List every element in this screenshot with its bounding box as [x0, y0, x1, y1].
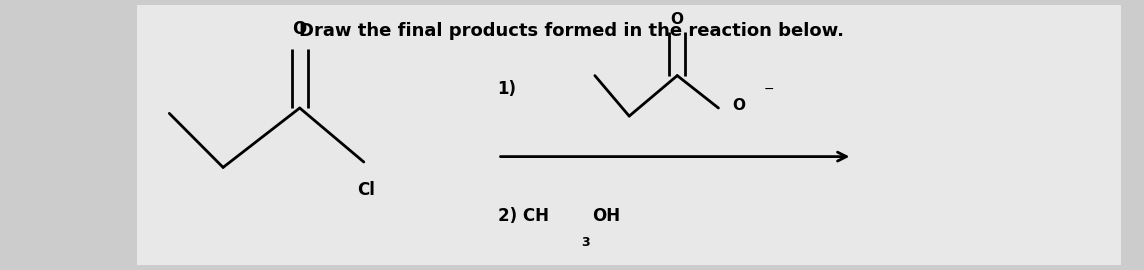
Text: O: O	[670, 12, 684, 27]
Text: 2) CH: 2) CH	[498, 207, 549, 225]
Text: O: O	[732, 98, 745, 113]
Text: Draw the final products formed in the reaction below.: Draw the final products formed in the re…	[300, 22, 844, 40]
Text: 3: 3	[581, 237, 590, 249]
Text: −: −	[764, 83, 774, 96]
Text: O: O	[293, 20, 307, 38]
FancyBboxPatch shape	[137, 5, 1121, 265]
Text: 1): 1)	[498, 80, 517, 98]
Text: OH: OH	[593, 207, 621, 225]
Text: Cl: Cl	[357, 181, 375, 199]
